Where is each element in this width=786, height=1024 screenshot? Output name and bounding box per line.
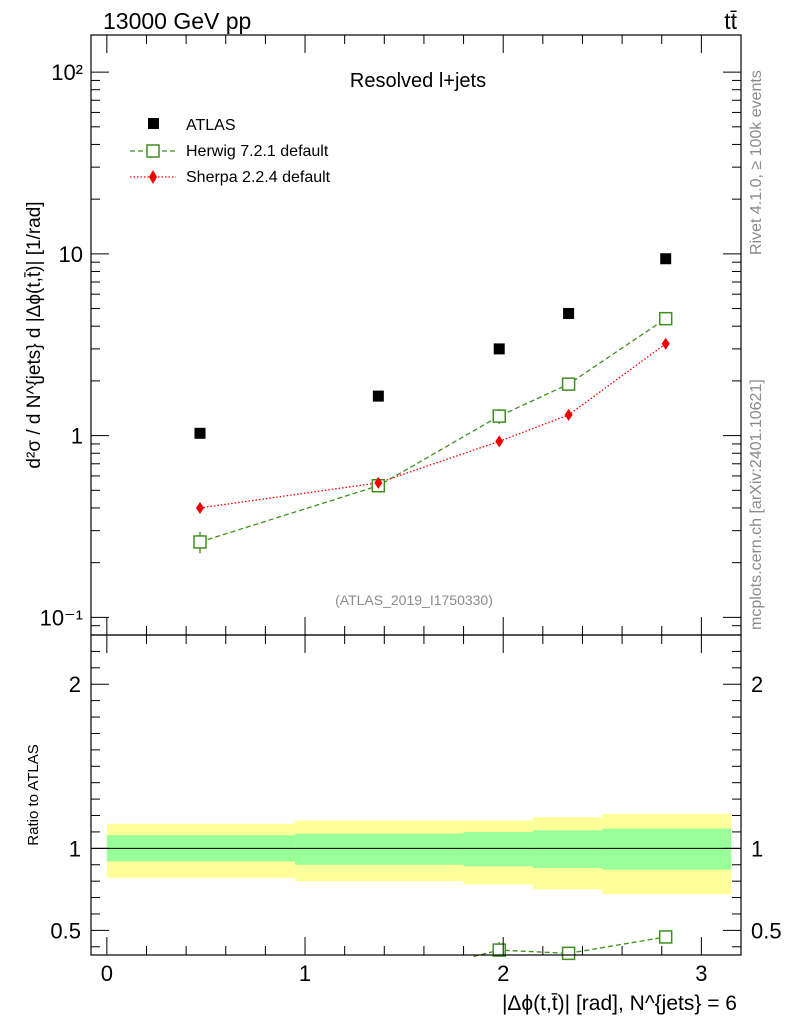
y-tick-label: 1 [71,424,83,449]
legend-label-herwig: Herwig 7.2.1 default [186,143,329,160]
ratio-band-inner [295,833,464,865]
ratio-y-tick-label-right: 1 [751,836,763,861]
atlas-point [372,390,384,402]
sherpa-point [564,408,573,421]
main-axis-ticks: 10⁻¹ 1 10 10² [40,35,742,636]
atlas-point [660,253,672,265]
ratio-herwig-point [492,943,506,957]
ratio-y-tick-label-right: 2 [751,672,763,697]
rivet-label: Rivet 4.1.0, ≥ 100k events [748,70,765,255]
main-panel: Resolved l+jets (ATLAS_2019_I1750330) d²… [24,34,742,636]
ratio-bands [106,813,732,895]
legend-label-sherpa: Sherpa 2.2.4 default [186,169,331,186]
herwig-point [561,377,576,391]
ratio-band-inner [532,830,603,869]
main-series [193,253,673,554]
sherpa-point [495,435,504,448]
main-y-axis-label: d²σ / d N^{jets} d |Δϕ(t,t̄)| [1/rad] [24,201,45,468]
ratio-axis-ticks: 0.5 0.5 1 1 2 2 0 1 2 3 [50,634,782,986]
energy-label: 13000 GeV pp [103,8,251,34]
ratio-band-inner [602,828,732,870]
ratio-y-tick-label-left: 0.5 [50,918,81,943]
ratio-y-tick-label-left: 1 [69,836,81,861]
legend: ATLAS Herwig 7.2.1 default Sherpa 2.2.4 … [130,117,331,186]
atlas-point [493,343,505,355]
ratio-y-tick-label-left: 2 [69,672,81,697]
x-tick-label: 2 [497,961,509,986]
sherpa-point [661,337,670,350]
sherpa-line [199,343,667,509]
analysis-label: (ATLAS_2019_I1750330) [335,592,493,608]
ratio-series [473,930,673,961]
x-tick-label: 0 [101,961,113,986]
atlas-point [563,307,575,319]
ratio-band-inner [463,831,533,867]
ratio-herwig-point [561,946,576,961]
y-tick-label: 10² [51,60,83,85]
y-tick-label: 10⁻¹ [40,605,83,630]
x-tick-label: 1 [299,961,311,986]
ratio-herwig-line [473,936,666,958]
ratio-herwig-point [658,930,673,944]
y-tick-label: 10 [59,242,83,267]
atlas-point [194,427,206,439]
sherpa-point [195,501,204,514]
herwig-line [199,318,667,543]
ratio-panel: 0.5 0.5 1 1 2 2 0 1 2 3 Ratio to ATLAS |Δϕ(t,t̄)|… [25,634,782,1015]
ratio-frame [90,634,742,956]
chart-title: Resolved l+jets [350,70,486,92]
legend-marker-sherpa [149,170,157,184]
ratio-y-axis-label: Ratio to ATLAS [25,744,42,845]
x-axis-label: |Δϕ(t,t̄)| [rad], N^{jets} = 6 [502,992,737,1015]
herwig-point [658,311,673,326]
legend-label-atlas: ATLAS [186,117,236,134]
herwig-point [492,409,506,423]
mcplots-label: mcplots.cern.ch [arXiv:2401.10621] [748,379,765,630]
herwig-point [193,535,207,549]
ratio-y-tick-label-right: 0.5 [751,918,782,943]
x-tick-label: 3 [695,961,707,986]
legend-marker-atlas [148,118,159,129]
process-label: tt̄ [724,8,737,34]
sherpa-point [374,476,383,489]
legend-marker-herwig [146,144,160,158]
